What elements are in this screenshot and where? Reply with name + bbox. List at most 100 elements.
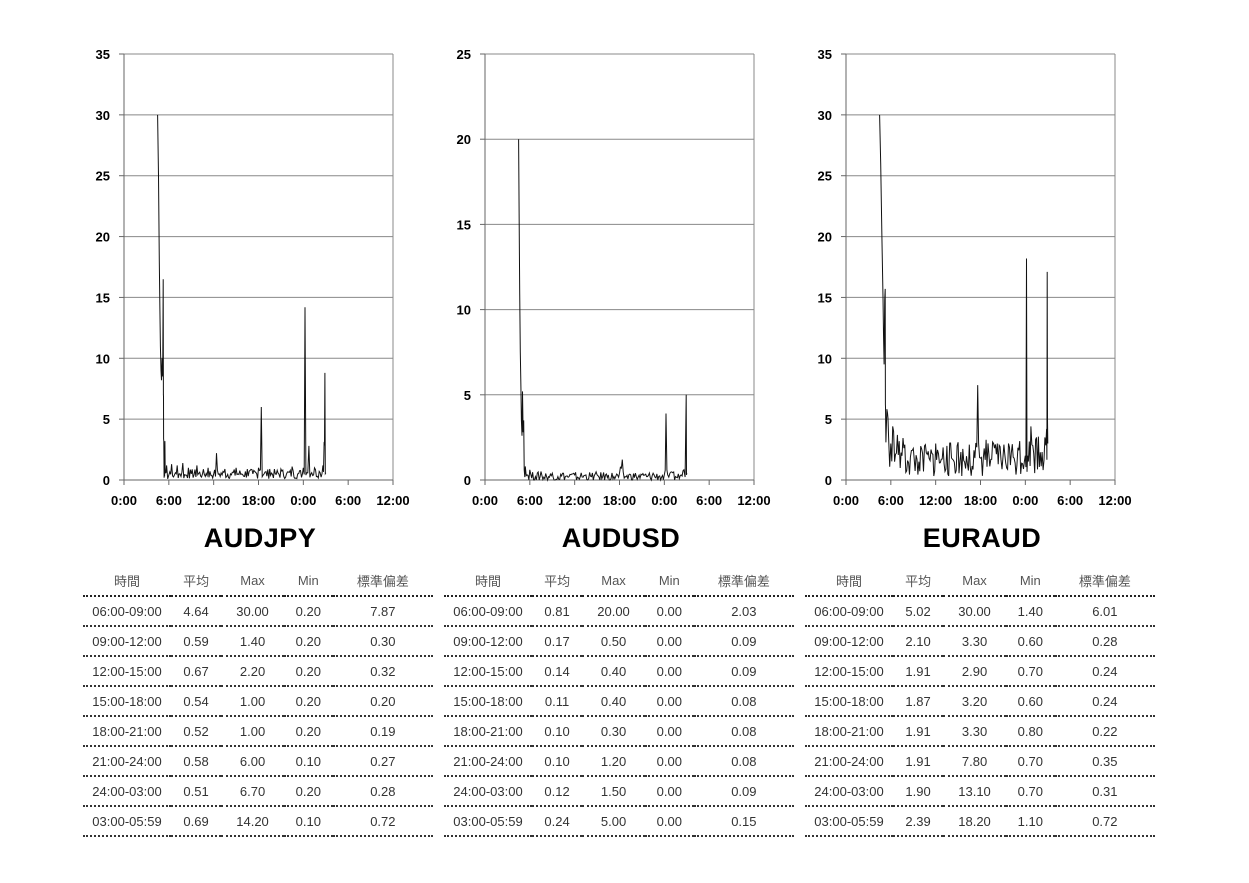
table-cell: 0.51 [171,776,222,807]
column-header: 時間 [444,566,532,597]
table-cell: 0.50 [582,626,645,657]
table-cell: 0.32 [332,656,433,687]
table-row: 24:00-03:00 0.12 1.50 0.00 0.09 [444,776,794,807]
y-tick-label: 5 [464,388,471,403]
table-cell: 0.40 [582,686,645,717]
table-cell: 15:00-18:00 [83,686,171,717]
table-cell: 3.30 [943,626,1006,657]
table-row: 24:00-03:00 1.90 13.10 0.70 0.31 [805,776,1155,807]
column-header: Min [283,566,333,597]
table-cell: 06:00-09:00 [83,596,171,627]
table-cell: 3.20 [943,686,1006,717]
table-cell: 0.20 [332,686,433,717]
table-cell: 20.00 [582,596,645,627]
y-tick-label: 10 [457,303,471,318]
chart-panel-audjpy: 0 5 10 15 20 25 30 35 0:00 6:00 12:00 18:00 0:00 6:00… [80,0,440,883]
table-cell: 0.28 [1054,626,1155,657]
table-row: 18:00-21:00 0.52 1.00 0.20 0.19 [83,716,433,747]
table-cell: 0.69 [171,806,222,837]
y-tick-label: 20 [96,230,110,245]
table-cell: 0.22 [1054,716,1155,747]
y-tick-label: 5 [103,412,110,427]
stats-table-audusd: 時間 平均 Max Min 標準偏差 06:00-09:00 0.81 20.00 0.00 2.… [444,566,794,837]
table-cell: 0.00 [644,806,694,837]
table-cell: 14.20 [221,806,284,837]
table-cell: 1.40 [221,626,284,657]
y-tick-label: 10 [96,351,110,366]
series-line [518,139,688,482]
x-tick-label: 0:00 [472,493,498,508]
table-row: 06:00-09:00 5.02 30.00 1.40 6.01 [805,596,1155,627]
table-row: 21:00-24:00 0.10 1.20 0.00 0.08 [444,746,794,777]
x-tick-label: 12:00 [197,493,230,508]
table-cell: 0.12 [532,776,583,807]
x-tick-label: 6:00 [517,493,543,508]
column-header: Max [582,566,645,597]
y-tick-label: 0 [825,473,832,488]
chart-title: AUDUSD [561,523,681,553]
table-row: 21:00-24:00 1.91 7.80 0.70 0.35 [805,746,1155,777]
table-row: 12:00-15:00 1.91 2.90 0.70 0.24 [805,656,1155,687]
y-tick-label: 0 [464,473,471,488]
table-cell: 21:00-24:00 [805,746,893,777]
table-row: 09:00-12:00 0.59 1.40 0.20 0.30 [83,626,433,657]
table-cell: 0.54 [171,686,222,717]
table-cell: 0.08 [693,716,794,747]
table-cell: 0.80 [1005,716,1055,747]
y-tick-label: 30 [818,108,832,123]
x-tick-label: 0:00 [651,493,677,508]
table-cell: 0.19 [332,716,433,747]
x-tick-label: 6:00 [696,493,722,508]
table-cell: 0.20 [283,716,333,747]
table-row: 15:00-18:00 1.87 3.20 0.60 0.24 [805,686,1155,717]
table-cell: 2.03 [693,596,794,627]
table-cell: 1.00 [221,686,284,717]
y-tick-label: 25 [457,47,471,62]
table-cell: 09:00-12:00 [444,626,532,657]
table-cell: 0.17 [532,626,583,657]
table-cell: 0.10 [532,746,583,777]
table-cell: 5.00 [582,806,645,837]
table-cell: 1.40 [1005,596,1055,627]
table-cell: 24:00-03:00 [444,776,532,807]
column-header: Min [644,566,694,597]
y-tick-label: 20 [457,132,471,147]
table-row: 21:00-24:00 0.58 6.00 0.10 0.27 [83,746,433,777]
chart-title: AUDJPY [203,523,317,553]
y-tick-label: 25 [818,169,832,184]
table-cell: 09:00-12:00 [805,626,893,657]
x-tick-label: 12:00 [558,493,591,508]
x-tick-label: 6:00 [1057,493,1083,508]
table-cell: 0.59 [171,626,222,657]
column-header: 平均 [171,566,222,597]
y-tick-label: 20 [818,230,832,245]
table-cell: 7.87 [332,596,433,627]
table-cell: 15:00-18:00 [805,686,893,717]
stats-table-audjpy: 時間 平均 Max Min 標準偏差 06:00-09:00 4.64 30.00 0.20 7.… [83,566,433,837]
table-cell: 0.60 [1005,626,1055,657]
table-row: 12:00-15:00 0.14 0.40 0.00 0.09 [444,656,794,687]
series-line [157,114,327,480]
column-header: 標準偏差 [693,566,794,597]
table-cell: 0.00 [644,626,694,657]
table-cell: 03:00-05:59 [805,806,893,837]
table-cell: 0.81 [532,596,583,627]
table-cell: 1.87 [893,686,944,717]
table-cell: 0.67 [171,656,222,687]
y-tick-label: 35 [96,47,110,62]
table-header-row: 時間 平均 Max Min 標準偏差 [83,566,433,597]
table-cell: 6.01 [1054,596,1155,627]
table-cell: 0.11 [532,686,583,717]
table-cell: 0.70 [1005,746,1055,777]
table-cell: 0.20 [283,596,333,627]
y-tick-label: 25 [96,169,110,184]
table-row: 03:00-05:59 0.69 14.20 0.10 0.72 [83,806,433,837]
x-tick-label: 6:00 [335,493,361,508]
table-cell: 0.09 [693,626,794,657]
table-row: 18:00-21:00 1.91 3.30 0.80 0.22 [805,716,1155,747]
table-cell: 12:00-15:00 [444,656,532,687]
column-header: Max [943,566,1006,597]
line-chart-euraud: 0 5 10 15 20 25 30 35 0:00 6:00 12:00 18:00 0:00 6:00… [818,47,1132,508]
table-cell: 1.91 [893,656,944,687]
table-cell: 0.28 [332,776,433,807]
